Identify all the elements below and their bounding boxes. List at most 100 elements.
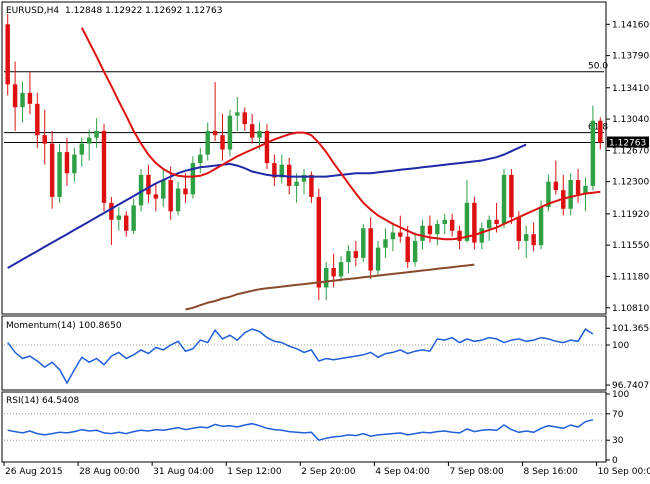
price-tick-label: 1.13040 [612,115,649,125]
ma-mid-line [7,143,527,269]
candle-body [398,232,403,237]
candle [538,200,544,250]
candle [205,122,210,161]
candle [198,147,203,174]
candle-body [509,174,514,218]
current-price-label: 1.12763 [609,139,646,149]
price-panel-frame [1,1,607,315]
candle [116,207,122,231]
candle-body [324,268,329,288]
price-tick-label: 1.12670 [612,146,649,156]
candle [398,215,403,243]
price-tick-label: 1.11180 [612,272,649,282]
candle-body [442,219,447,224]
level-label: 50.0 [588,62,608,72]
candle [264,124,270,169]
time-tick-label: 8 Sep 16:00 [524,467,579,477]
candle-body [538,207,544,246]
candle-body [249,124,255,138]
chart-ohlc: 1.12848 1.12922 1.12692 1.12763 [65,6,222,16]
candle [42,109,47,165]
candle-body [109,202,114,220]
candle-body [516,217,522,241]
candle-body [257,130,262,138]
candle-body [405,236,410,263]
candle-body [138,174,144,206]
candle [138,169,144,212]
candle [442,213,447,235]
candle [57,143,62,203]
candle-body [49,143,55,197]
candle-body [449,219,455,231]
candle [49,130,55,209]
candle-body [131,205,136,231]
candle-body [531,234,536,246]
momentum-tick-label: 100 [612,341,629,351]
candle-body [168,180,173,212]
price-tick-label: 1.13410 [612,84,649,94]
candle-body [86,137,92,144]
candle-body [205,130,210,155]
candle-body [272,163,277,178]
time-tick-label: 2 Sep 20:00 [301,467,356,477]
candle-body [12,84,18,108]
candle [420,219,425,250]
momentum-tick-label: 101.3657 [612,324,650,334]
ma-slow-line [185,263,475,311]
candle [501,169,507,229]
candle-body [583,185,588,195]
candle-body [375,247,381,271]
rsi-title: RSI(14) 64.5408 [6,396,79,406]
candle [220,114,225,161]
candle [227,109,233,157]
candle-body [390,232,396,240]
candle [109,196,114,246]
time-tick-label: 10 Sep 00:00 [598,467,650,477]
candle-body [27,92,33,104]
ma-fast-line [80,27,601,241]
rsi-panel: RSI(14) 64.5408 100 70 30 0 [1,390,629,466]
price-tick-label: 1.12300 [612,178,649,188]
rsi-line [7,418,594,442]
candle [20,81,25,123]
candle [375,240,381,277]
price-tick-label: 1.10810 [612,304,649,314]
candle-body [35,103,40,136]
candle [524,225,529,258]
candle [590,105,596,191]
candle [5,14,10,96]
price-tick-label: 1.11920 [612,210,649,220]
time-tick-label: 31 Aug 04:00 [153,467,214,477]
candle [479,222,484,250]
candle-body [227,115,233,150]
candle [153,183,159,212]
candle-body [368,228,373,271]
candle-body [412,240,418,263]
candle [161,169,166,208]
candle [412,232,418,267]
candle-body [575,180,581,195]
rsi-tick-label: 30 [612,436,624,446]
candle-body [20,92,25,108]
candle [361,224,366,263]
candle [390,222,396,252]
candle [546,174,551,212]
candle-body [146,174,151,195]
candle [249,114,255,144]
candle [598,117,603,150]
time-tick-label: 7 Sep 08:00 [449,467,504,477]
candle-body [361,228,366,258]
candle-body [198,154,203,164]
candle [435,219,440,246]
candle-body [183,188,188,195]
candle [94,118,99,148]
candle-body [235,112,240,116]
candle-body [427,225,433,235]
candle [338,256,344,282]
candle-body [524,234,529,241]
candles[interactable] [5,14,603,301]
price-panel: 50.061.8 1.141601.137901.134101.130401.1… [1,1,649,315]
price-axis: 1.14160 1.13790 1.13410 1.13040 1.12670 1.123… [606,20,649,314]
candle [27,71,33,114]
